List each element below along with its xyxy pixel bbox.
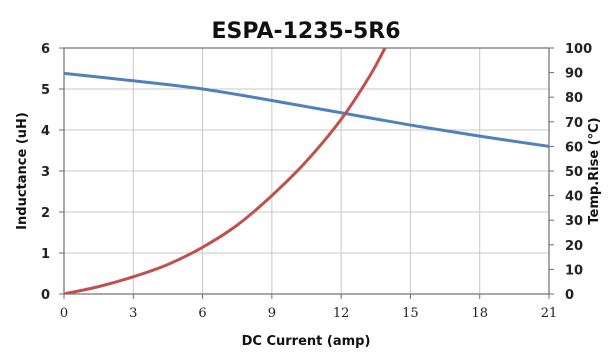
x-tick-label: 6 [198, 306, 206, 321]
y-left-tick-label: 5 [41, 83, 50, 98]
y-left-tick-label: 1 [41, 247, 50, 262]
x-tick-label: 15 [402, 306, 419, 321]
y-right-tick-label: 80 [565, 91, 583, 106]
x-tick-label: 12 [333, 306, 350, 321]
y-right-tick-label: 30 [565, 214, 583, 229]
y-right-tick-label: 60 [565, 140, 583, 155]
y-right-tick-label: 50 [565, 165, 583, 180]
y-axis-left-title: Inductance (uH) [15, 112, 30, 230]
y-axis-right-title: Temp.Rise (°C) [587, 117, 602, 224]
y-right-tick-label: 10 [565, 263, 583, 278]
y-right-tick-label: 0 [565, 288, 574, 303]
y-left-tick-label: 0 [41, 288, 50, 303]
y-left-tick-label: 2 [41, 206, 50, 221]
x-axis-title: DC Current (amp) [242, 334, 371, 349]
y-right-tick-label: 100 [565, 42, 592, 57]
x-tick-label: 0 [60, 306, 68, 321]
inductance-line [64, 71, 549, 148]
y-right-tick-label: 70 [565, 116, 583, 131]
x-tick-label: 9 [268, 306, 276, 321]
x-tick-label: 21 [541, 306, 558, 321]
y-right-tick-label: 40 [565, 190, 583, 205]
temp-rise-line [64, 48, 387, 294]
plot-area: 0 3 6 9 12 15 18 210123456010203040506070809010… [41, 42, 592, 321]
x-tick-label: 3 [129, 306, 137, 321]
chart-title: ESPA-1235-5R6 [211, 19, 400, 44]
x-tick-label: 18 [471, 306, 488, 321]
y-right-tick-label: 20 [565, 239, 583, 254]
y-left-tick-label: 3 [41, 165, 50, 180]
y-right-tick-label: 90 [565, 67, 583, 82]
y-left-tick-label: 4 [41, 124, 50, 139]
y-left-tick-label: 6 [41, 42, 50, 57]
plot-frame [63, 47, 550, 295]
